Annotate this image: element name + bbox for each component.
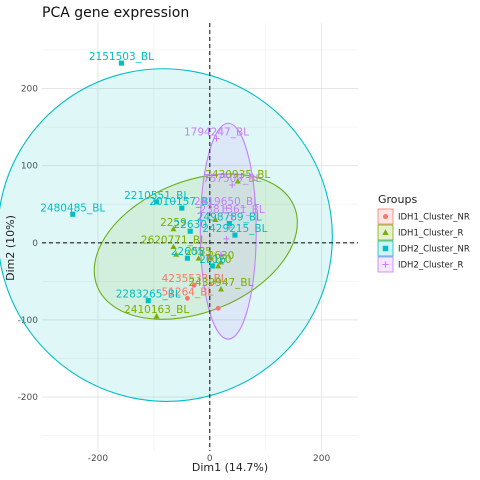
data-point	[185, 295, 190, 301]
point-label: 22605	[171, 246, 204, 258]
point-label: 4235533_BL	[162, 273, 227, 285]
legend-title: Groups	[378, 193, 417, 206]
point-label: 2430935_BL	[205, 169, 270, 181]
data-point	[215, 305, 221, 311]
legend-label: IDH2_Cluster_NR	[398, 245, 470, 255]
point-label: 2016	[199, 254, 226, 266]
y-axis-title: Dim2 (10%)	[4, 215, 17, 281]
data-point	[382, 229, 389, 236]
confidence-ellipse	[0, 68, 333, 402]
data-point	[229, 212, 236, 219]
data-point	[229, 181, 236, 188]
point-label: 22630	[174, 219, 207, 231]
data-point	[226, 220, 232, 227]
y-tick-label: 0	[32, 239, 38, 249]
point-label: 2439947_BL	[188, 277, 253, 289]
point-label: 2480485_BL	[40, 202, 105, 214]
data-point	[223, 205, 230, 212]
data-point	[191, 282, 197, 288]
point-label: 2498789_BL	[197, 212, 262, 224]
data-point	[207, 255, 213, 261]
data-point	[382, 213, 389, 220]
data-point	[153, 313, 160, 319]
data-point	[210, 263, 216, 269]
data-point	[179, 205, 185, 211]
point-label: 2283265_BL	[116, 289, 181, 301]
data-point	[217, 259, 224, 265]
point-label: 2151503_BL	[89, 51, 154, 63]
legend-label: IDH1_Cluster_R	[398, 229, 464, 239]
data-point	[154, 199, 160, 205]
data-point	[170, 225, 177, 232]
data-point	[234, 178, 241, 184]
data-point	[232, 232, 238, 238]
point-label: 2381361_BL	[200, 204, 265, 216]
legend-label: IDH1_Cluster_NR	[398, 213, 470, 223]
point-label: 7020	[205, 254, 232, 266]
data-point	[215, 262, 222, 269]
data-point	[170, 243, 177, 250]
point-label: 757509_BL	[203, 173, 262, 185]
data-point	[223, 235, 230, 242]
legend-label: IDH2_Cluster_R	[398, 261, 464, 271]
point-label: 1794247_BL	[184, 127, 249, 139]
y-tick-label: 100	[21, 162, 38, 172]
point-label: 2585	[185, 246, 212, 258]
data-point	[184, 255, 190, 261]
point-label: 2630	[208, 250, 235, 262]
point-label: 2259	[160, 217, 187, 229]
point-label: 51264_BL	[162, 286, 214, 298]
data-point	[195, 255, 202, 261]
data-point	[187, 228, 193, 234]
data-point	[212, 216, 219, 223]
chart-title: PCA gene expression	[42, 5, 189, 21]
plot-area: -200 0 200 -200 -100 0 100 200 4235533_BL51264_B…	[0, 23, 358, 464]
data-point	[226, 224, 233, 231]
data-point	[70, 211, 76, 217]
data-point	[213, 135, 220, 142]
x-tick-label: -200	[88, 454, 109, 464]
y-tick-label: 200	[21, 85, 38, 95]
y-tick-label: -200	[18, 393, 39, 403]
data-point	[145, 298, 151, 304]
point-label: 2419650_BL	[194, 196, 259, 208]
data-point	[217, 286, 224, 292]
data-point	[382, 245, 389, 252]
x-axis-title: Dim1 (14.7%)	[192, 461, 268, 474]
data-point	[173, 251, 180, 257]
x-tick-label: 0	[207, 454, 213, 464]
legend: Groups IDH1_Cluster_NR IDH1_Cluster_R IDH2…	[377, 193, 470, 273]
x-tick-label: 200	[313, 454, 330, 464]
data-point	[217, 251, 224, 258]
data-point	[212, 278, 219, 285]
point-label: 2429215_BL	[202, 223, 267, 235]
data-point	[118, 60, 124, 66]
point-label: 2010157_BL	[149, 196, 214, 208]
confidence-ellipse	[199, 122, 257, 340]
point-label: 2620771_BL	[141, 235, 206, 247]
y-tick-label: -100	[18, 316, 39, 326]
data-point	[382, 261, 389, 268]
point-label: 2210551_BL	[124, 190, 189, 202]
point-label: 2410163_BL	[124, 304, 189, 316]
